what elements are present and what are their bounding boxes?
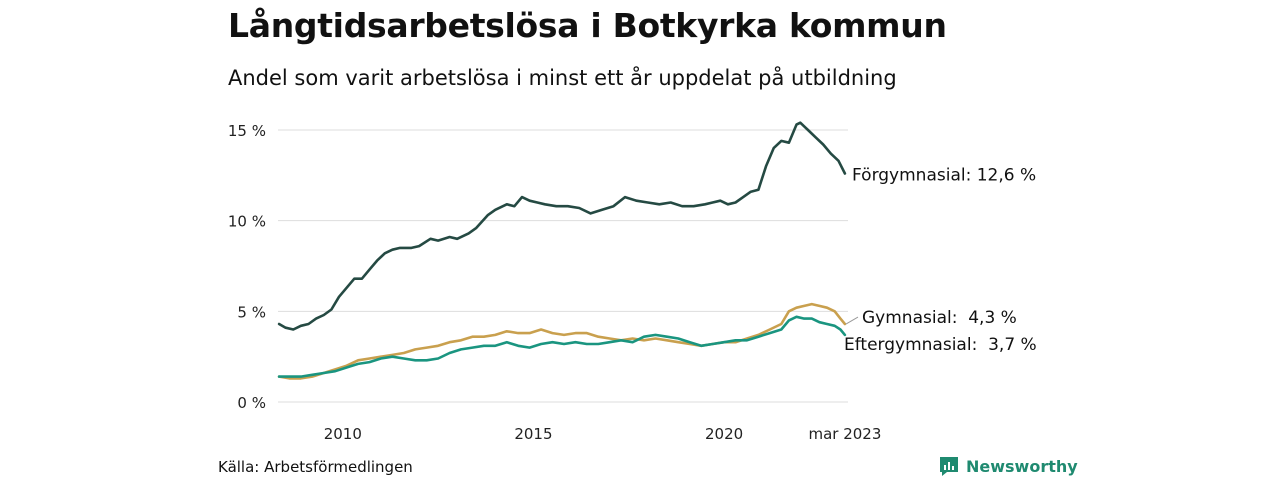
y-tick-label: 5 % [237,303,266,321]
chart-title: Långtidsarbetslösa i Botkyrka kommun [228,6,947,45]
y-tick-label: 0 % [237,394,266,412]
gridlines [278,129,848,403]
newsworthy-logo-icon [940,457,958,476]
chart-subtitle: Andel som varit arbetslösa i minst ett å… [228,66,897,90]
y-tick-label: 15 % [228,122,266,140]
series-end-label: Förgymnasial: 12,6 % [852,166,1036,186]
series-line-eftergymnasial [277,315,847,378]
series-end-label: Eftergymnasial: 3,7 % [844,335,1037,355]
series-line-gymnasial [277,302,847,380]
x-tick-label: 2015 [514,425,552,443]
y-tick-label: 10 % [228,213,266,231]
x-axis-ticks: 2010 2015 2020 mar 2023 [324,425,882,443]
series-end-label: Gymnasial: 4,3 % [862,308,1017,328]
series-line-förgymnasial [277,121,847,331]
brand-logo: Newsworthy [938,455,1078,477]
series-lines [277,121,847,380]
series-end-labels: Förgymnasial: 12,6 % Gymnasial: 4,3 % Efte… [844,166,1037,355]
source-note: Källa: Arbetsförmedlingen [218,458,413,476]
label-leader-line [845,316,859,325]
x-tick-label: mar 2023 [808,425,881,443]
x-tick-label: 2010 [324,425,362,443]
x-tick-label: 2020 [705,425,743,443]
y-axis-ticks: 0 % 5 % 10 % 15 % [228,122,266,412]
brand-name: Newsworthy [966,456,1078,476]
